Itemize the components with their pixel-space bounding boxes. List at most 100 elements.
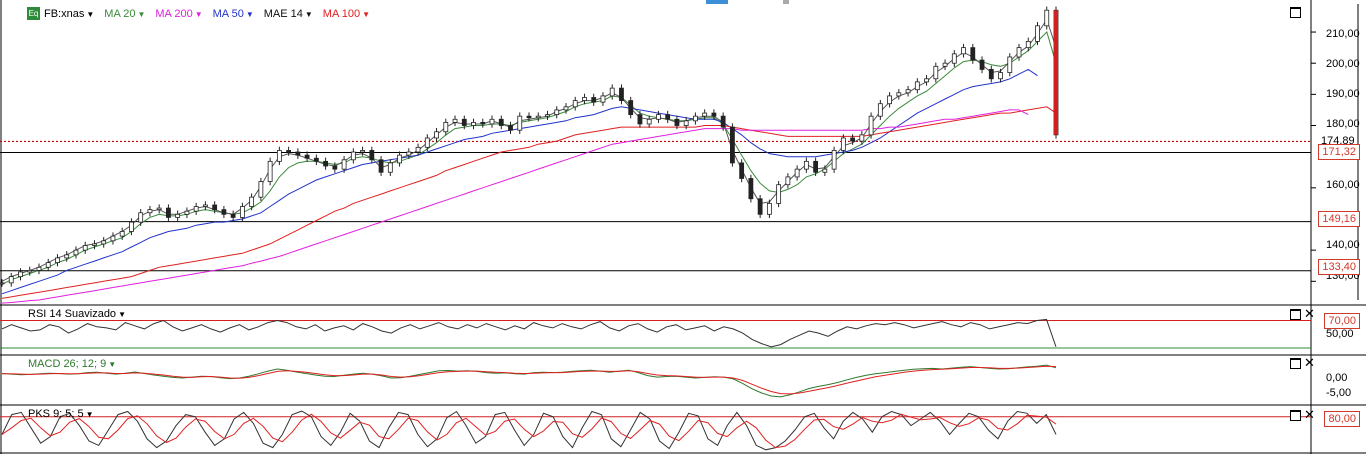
candle-down (970, 47, 976, 61)
rsi-tick: 50,00 (1326, 328, 1354, 340)
candle-down (628, 100, 634, 116)
candle-down (461, 118, 467, 126)
candle-up (785, 176, 791, 186)
candle-down (730, 126, 735, 164)
candle-up (147, 209, 153, 214)
maximize-pks-pane-button[interactable] (1290, 410, 1301, 421)
rsi-level-tag[interactable]: 70,00 (1324, 313, 1360, 329)
candle-up (572, 100, 578, 108)
equity-badge-icon: Eq (27, 7, 40, 20)
candle-up (924, 78, 929, 83)
price-tick: 180,00 (1326, 118, 1360, 130)
series-line-mae14 (1, 18, 1057, 282)
candle-up (276, 150, 282, 162)
candle-up (1007, 56, 1013, 73)
indicator-ma100[interactable]: MA 100 ▼ (323, 8, 370, 20)
candle-down (637, 114, 643, 125)
candle-up (415, 146, 421, 153)
candle-down (988, 69, 994, 80)
candle-up (563, 106, 569, 111)
candle-up (794, 168, 800, 178)
candle-up (554, 109, 560, 116)
candle-up (73, 249, 79, 256)
candle-up (859, 134, 865, 142)
candle-up (702, 112, 708, 117)
candle-up (840, 137, 846, 151)
pks-pane[interactable] (0, 410, 1311, 451)
macd-label[interactable]: MACD 26; 12; 9 ▼ (28, 358, 116, 370)
candle-last (1054, 10, 1058, 135)
indicator-ma200[interactable]: MA 200 ▼ (155, 8, 202, 20)
candle-up (582, 97, 587, 101)
maximize-macd-pane-button[interactable] (1290, 358, 1301, 369)
candle-up (36, 266, 42, 271)
indicator-label: MA 100 (322, 8, 361, 20)
macd-line (1, 364, 1057, 398)
indicator-ma50[interactable]: MA 50 ▼ (213, 8, 254, 20)
symbol-selector[interactable]: FB:xnas ▼ (44, 8, 94, 20)
pks-label[interactable]: PKS 9; 5; 5 ▼ (28, 408, 94, 420)
candle-up (831, 150, 837, 170)
level-tag-upper[interactable]: 171,32 (1318, 144, 1360, 160)
candle-up (896, 92, 902, 97)
pks-label-text: PKS 9; 5; 5 (28, 408, 84, 420)
candle-down (748, 178, 754, 200)
candle-up (693, 115, 698, 122)
candle-up (82, 245, 88, 251)
price-pane[interactable] (0, 6, 1316, 304)
candle-up (683, 120, 689, 126)
candle-up (914, 81, 920, 91)
candle-down (526, 115, 532, 119)
macd-pane[interactable] (1, 364, 1057, 398)
indicator-mae14[interactable]: MAE 14 ▼ (264, 8, 313, 20)
candle-up (193, 206, 199, 212)
candle-up (471, 122, 476, 126)
candle-down (674, 118, 680, 126)
candle-up (1016, 47, 1022, 58)
price-tick: 190,00 (1326, 88, 1360, 100)
dropdown-arrow-icon: ▼ (362, 9, 371, 19)
maximize-price-pane-button[interactable] (1290, 7, 1301, 18)
candle-up (424, 137, 430, 148)
maximize-rsi-pane-button[interactable] (1290, 309, 1301, 320)
candle-up (609, 87, 615, 97)
price-tick: 140,00 (1326, 239, 1360, 251)
dropdown-arrow-icon: ▼ (304, 9, 313, 19)
candle-down (813, 160, 819, 173)
pks-level-tag[interactable]: 80,00 (1324, 411, 1360, 427)
candle-down (221, 209, 227, 215)
candle-up (239, 206, 245, 218)
candle-up (350, 151, 356, 161)
candle-up (45, 262, 51, 268)
candle-down (591, 97, 597, 103)
candle-up (517, 115, 523, 131)
candle-up (1025, 40, 1031, 49)
close-macd-pane-button[interactable]: ✕ (1304, 355, 1315, 370)
candle-up (600, 95, 606, 103)
dropdown-arrow-icon: ▼ (137, 9, 146, 19)
scroll-end-marker[interactable] (783, 0, 789, 4)
candle-up (0, 282, 5, 285)
rsi-pane[interactable] (0, 318, 1311, 349)
candle-down (619, 87, 624, 101)
level-tag-lower[interactable]: 133,40 (1318, 259, 1360, 275)
candle-up (942, 62, 948, 67)
candle-up (1044, 9, 1050, 27)
candle-up (656, 114, 661, 120)
series-line-ma50 (1, 68, 1038, 295)
scroll-thumb-marker[interactable] (706, 0, 728, 4)
candle-down (498, 118, 504, 126)
dropdown-arrow-icon: ▼ (86, 9, 95, 19)
rsi-label[interactable]: RSI 14 Suavizado ▼ (28, 308, 126, 320)
indicator-label: MA 20 (104, 8, 136, 20)
dropdown-arrow-icon: ▼ (118, 309, 126, 319)
indicator-ma20[interactable]: MA 20 ▼ (104, 8, 145, 20)
candle-up (822, 168, 828, 173)
level-tag-middle[interactable]: 149,16 (1318, 211, 1360, 227)
close-rsi-pane-button[interactable]: ✕ (1304, 306, 1315, 321)
candle-down (508, 125, 513, 131)
close-pks-pane-button[interactable]: ✕ (1304, 407, 1315, 422)
candle-up (101, 240, 107, 245)
candle-up (258, 181, 264, 198)
